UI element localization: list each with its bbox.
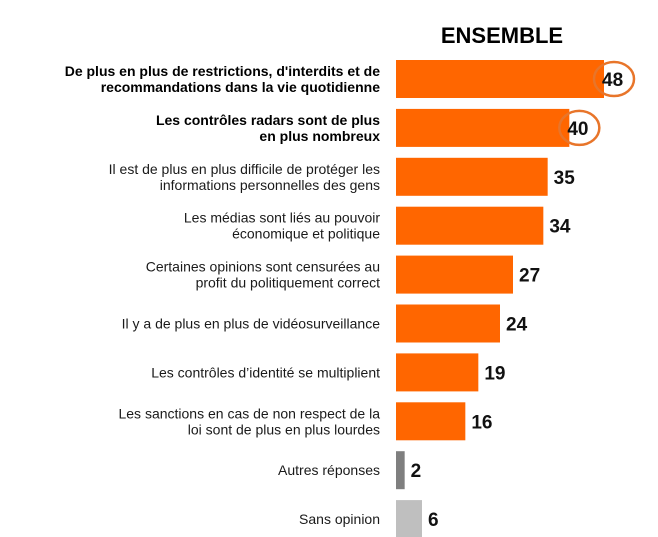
highlight-circle-0 [592, 60, 636, 98]
category-label-4-0: Certaines opinions sont censurées au [146, 259, 380, 275]
value-label-2: 35 [554, 168, 576, 189]
bar-1 [396, 108, 570, 147]
category-label-7-0: Les sanctions en cas de non respect de l… [118, 405, 380, 421]
bar-7 [396, 402, 466, 441]
category-label-5-0: Il y a de plus en plus de vidéosurveilla… [122, 316, 381, 332]
category-label-9-0: Sans opinion [299, 511, 380, 527]
category-label-6-0: Les contrôles d’identité se multiplient [151, 364, 380, 380]
bar-5 [396, 304, 500, 343]
category-label-0-0: De plus en plus de restrictions, d'inter… [65, 63, 380, 79]
bar-2 [396, 157, 548, 196]
chart-title: ENSEMBLE [441, 23, 563, 48]
category-label-8-0: Autres réponses [278, 462, 380, 478]
category-label-4-1: profit du politiquement correct [196, 275, 381, 291]
bar-9 [396, 500, 422, 537]
value-label-3: 34 [549, 217, 571, 238]
category-label-0-1: recommandations dans la vie quotidienne [101, 79, 380, 95]
bar-3 [396, 206, 544, 245]
value-label-7: 16 [471, 412, 492, 433]
value-label-6: 19 [484, 363, 505, 384]
value-label-0: 48 [602, 70, 623, 91]
category-label-1-0: Les contrôles radars sont de plus [156, 112, 380, 128]
value-label-1: 40 [567, 119, 588, 140]
bar-8 [396, 451, 405, 490]
value-label-8: 2 [411, 461, 422, 482]
value-label-4: 27 [519, 266, 540, 287]
highlight-circle-1 [558, 109, 601, 147]
category-label-7-1: loi sont de plus en plus lourdes [188, 421, 380, 437]
category-label-2-0: Il est de plus en plus difficile de prot… [109, 161, 380, 177]
bar-6 [396, 353, 479, 392]
category-label-2-1: informations personnelles des gens [160, 177, 380, 193]
bar-0 [396, 60, 604, 98]
value-label-9: 6 [428, 510, 439, 531]
category-label-3-0: Les médias sont liés au pouvoir [184, 210, 380, 226]
value-label-5: 24 [506, 315, 528, 336]
bars-group: De plus en plus de restrictions, d'inter… [65, 60, 636, 537]
category-label-3-1: économique et politique [232, 226, 380, 242]
bar-4 [396, 255, 513, 294]
category-label-1-1: en plus nombreux [259, 128, 380, 144]
